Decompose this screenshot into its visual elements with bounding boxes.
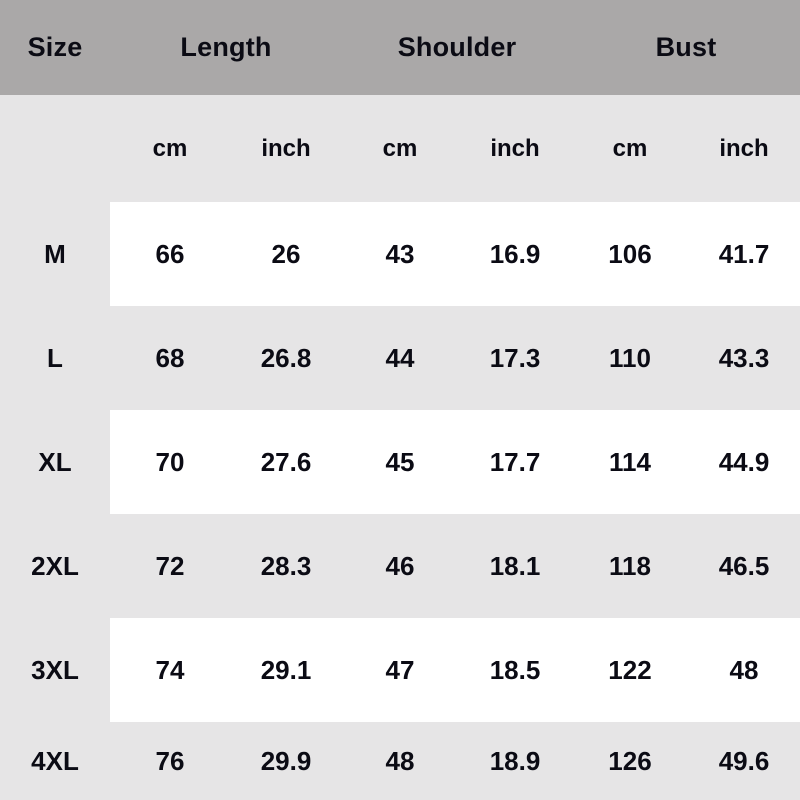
cell-size: 4XL — [31, 745, 79, 776]
cell-length-inch: 28.3 — [260, 550, 312, 581]
cell-bust-inch: 46.5 — [718, 550, 770, 581]
table-row: M 66 26 43 16.9 106 41.7 — [0, 202, 800, 306]
cell-bust-cm: 106 — [608, 238, 652, 269]
table-row: L 68 26.8 44 17.3 110 43.3 — [0, 306, 800, 410]
unit-header-bust-cm: cm — [612, 134, 648, 162]
cell-length-inch: 29.9 — [260, 745, 312, 776]
cell-length-cm: 72 — [155, 550, 185, 581]
cell-shoulder-cm: 43 — [385, 238, 415, 269]
cell-shoulder-inch: 16.9 — [489, 238, 541, 269]
cell-bust-cm: 118 — [609, 550, 651, 581]
table-row: 2XL 72 28.3 46 18.1 118 46.5 — [0, 514, 800, 618]
cell-shoulder-inch: 17.3 — [489, 342, 541, 373]
cell-size: XL — [38, 446, 72, 477]
cell-length-cm: 70 — [155, 446, 185, 477]
cell-bust-cm: 114 — [609, 446, 651, 477]
cell-size: 2XL — [31, 550, 79, 581]
cell-length-cm: 76 — [155, 745, 185, 776]
cell-shoulder-inch: 18.5 — [489, 654, 541, 685]
table-header-row: Size Length Shoulder Bust — [0, 0, 800, 95]
table-unit-header-row: cm inch cm inch cm inch — [0, 95, 800, 202]
table-row: 3XL 74 29.1 47 18.5 122 48 — [0, 618, 800, 722]
column-header-length: Length — [180, 32, 272, 62]
cell-size: M — [44, 238, 66, 269]
table-row: XL 70 27.6 45 17.7 114 44.9 — [0, 410, 800, 514]
unit-header-bust-inch: inch — [719, 134, 769, 162]
table-row: 4XL 76 29.9 48 18.9 126 49.6 — [0, 722, 800, 800]
cell-shoulder-cm: 46 — [385, 550, 415, 581]
cell-shoulder-inch: 17.7 — [489, 446, 541, 477]
cell-bust-cm: 122 — [608, 654, 652, 685]
row-stripe — [110, 618, 800, 722]
cell-length-cm: 74 — [155, 654, 185, 685]
cell-shoulder-cm: 45 — [385, 446, 415, 477]
cell-size: 3XL — [31, 654, 79, 685]
cell-shoulder-inch: 18.1 — [489, 550, 541, 581]
unit-header-shoulder-cm: cm — [382, 134, 418, 162]
cell-bust-inch: 44.9 — [718, 446, 770, 477]
cell-shoulder-inch: 18.9 — [489, 745, 541, 776]
row-stripe — [110, 202, 800, 306]
column-header-bust: Bust — [655, 32, 717, 62]
cell-shoulder-cm: 47 — [385, 654, 415, 685]
cell-bust-cm: 126 — [608, 745, 652, 776]
cell-bust-inch: 41.7 — [718, 238, 770, 269]
unit-header-length-inch: inch — [261, 134, 311, 162]
cell-bust-inch: 48 — [729, 654, 759, 685]
cell-shoulder-cm: 48 — [385, 745, 415, 776]
cell-bust-inch: 43.3 — [718, 342, 770, 373]
cell-bust-inch: 49.6 — [718, 745, 770, 776]
cell-length-inch: 26.8 — [260, 342, 312, 373]
column-header-size: Size — [27, 32, 83, 62]
cell-length-cm: 66 — [155, 238, 185, 269]
cell-shoulder-cm: 44 — [385, 342, 415, 373]
cell-bust-cm: 110 — [609, 342, 651, 373]
cell-length-inch: 27.6 — [260, 446, 312, 477]
unit-header-shoulder-inch: inch — [490, 134, 540, 162]
column-header-shoulder: Shoulder — [397, 32, 517, 62]
cell-length-cm: 68 — [155, 342, 185, 373]
row-stripe — [110, 410, 800, 514]
unit-header-length-cm: cm — [152, 134, 188, 162]
cell-size: L — [47, 342, 63, 373]
cell-length-inch: 29.1 — [260, 654, 312, 685]
cell-length-inch: 26 — [271, 238, 301, 269]
